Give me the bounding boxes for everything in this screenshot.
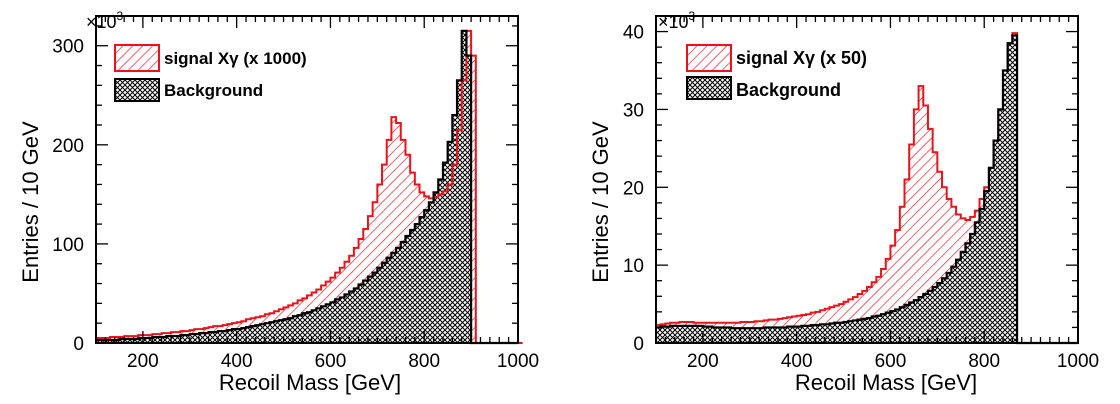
left-background-line	[96, 29, 518, 345]
right-legend-signal-label: signal Xγ (x 50)	[736, 48, 867, 68]
left-y-axis-label: Entries / 10 GeV	[18, 121, 43, 283]
right-y-tick-label: 30	[623, 100, 644, 121]
left-plot-frame	[95, 15, 519, 344]
left-signal-line	[96, 29, 523, 344]
left-chart-panel: ×103 Entries / 10 GeV Recoil Mass [GeV] …	[18, 9, 539, 395]
right-legend: signal Xγ (x 50) Background	[686, 44, 867, 100]
left-y-tick-label: 300	[52, 37, 84, 58]
left-background-area	[96, 30, 518, 343]
right-x-tick-label: 200	[687, 351, 719, 372]
left-legend-signal-swatch	[114, 44, 160, 72]
right-y-tick-label: 20	[623, 178, 644, 199]
left-y-tick-label: 0	[73, 334, 84, 355]
right-y-tick-label: 0	[633, 334, 644, 355]
right-x-tick-label: 1000	[1057, 351, 1099, 372]
right-x-tick-label: 600	[875, 351, 907, 372]
left-x-tick-label: 600	[315, 351, 347, 372]
left-x-tick-label: 200	[127, 351, 159, 372]
right-y-tick-label: 10	[623, 256, 644, 277]
left-x-tick-label: 800	[408, 351, 440, 372]
right-x-axis-label: Recoil Mass [GeV]	[795, 370, 977, 395]
left-y-tick-label: 200	[52, 136, 84, 157]
right-legend-signal-swatch	[686, 44, 732, 72]
right-x-tick-label: 800	[968, 351, 1000, 372]
left-x-tick-label: 400	[221, 351, 253, 372]
right-y-axis-label: Entries / 10 GeV	[588, 121, 613, 283]
left-legend-background-swatch	[114, 78, 160, 102]
left-y-tick-label: 100	[52, 235, 84, 256]
left-legend-signal-label: signal Xγ (x 1000)	[164, 49, 307, 68]
right-x-tick-label: 400	[781, 351, 813, 372]
left-legend: signal Xγ (x 1000) Background	[114, 44, 307, 102]
left-legend-background-label: Background	[164, 81, 263, 100]
left-x-axis-label: Recoil Mass [GeV]	[219, 370, 401, 395]
right-background-area	[656, 35, 1078, 343]
right-chart-panel: ×103 Entries / 10 GeV Recoil Mass [GeV] …	[588, 9, 1099, 395]
right-y-multiplier: ×103	[658, 9, 696, 32]
right-legend-background-label: Background	[736, 80, 841, 100]
right-background-line	[656, 34, 1078, 345]
right-plot-frame	[655, 15, 1079, 344]
right-y-tick-label: 40	[623, 23, 644, 44]
right-legend-background-swatch	[686, 76, 732, 100]
left-x-tick-label: 1000	[497, 351, 539, 372]
